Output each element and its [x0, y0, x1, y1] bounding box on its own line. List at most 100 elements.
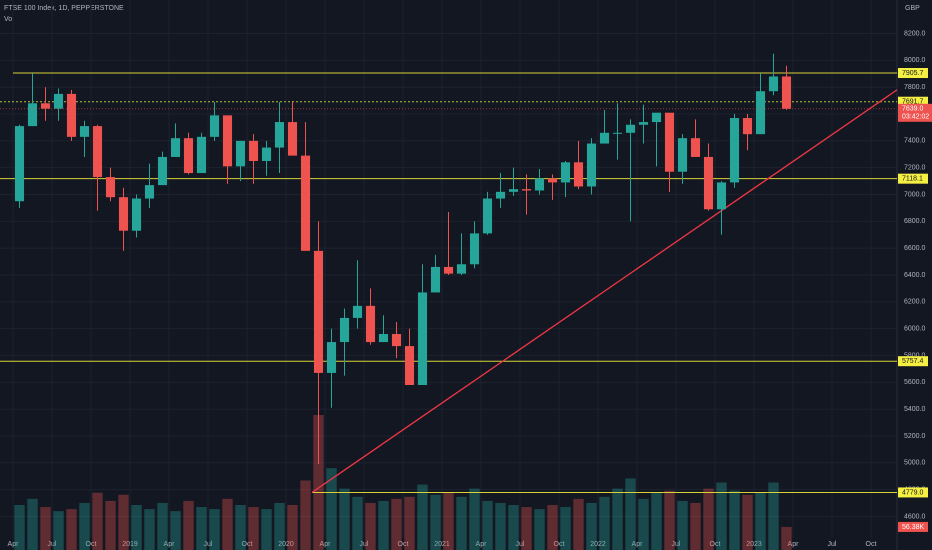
candle-body — [131, 198, 142, 231]
y-tick-label: 6400.0 — [904, 272, 926, 279]
x-tick-label: Oct — [710, 541, 721, 548]
candle-body — [79, 126, 90, 137]
candle-body — [664, 112, 675, 172]
x-tick-label: 2023 — [746, 541, 762, 548]
volume-bar — [53, 511, 64, 550]
candle-body — [482, 198, 493, 234]
candle-body — [235, 140, 246, 167]
candle-body — [573, 162, 584, 187]
volume-bar — [508, 505, 519, 550]
x-tick-label: Oct — [86, 541, 97, 548]
volume-bar — [313, 415, 324, 550]
volume-bar — [690, 502, 701, 550]
y-tick-label: 6200.0 — [904, 299, 926, 306]
candle-body — [144, 185, 155, 199]
candle-body — [339, 317, 350, 343]
candle-body — [586, 143, 597, 187]
volume-bar — [300, 480, 311, 550]
candle-body — [417, 292, 428, 385]
volume-bar — [417, 484, 428, 550]
volume-bar — [339, 488, 350, 550]
x-tick-label: 2020 — [278, 541, 294, 548]
candle-body — [391, 334, 402, 347]
candle-body — [560, 162, 571, 183]
volume-bar — [469, 488, 480, 550]
candle-body — [404, 346, 415, 385]
candle-body — [170, 138, 181, 157]
volume-bar — [14, 505, 25, 550]
volume-title: Vol — [4, 16, 14, 23]
countdown: 03:42:02 — [902, 114, 929, 121]
level-label: 7118.1 — [902, 176, 923, 183]
candle-body — [638, 122, 649, 125]
candle-body — [508, 189, 519, 192]
candle-body — [781, 76, 792, 109]
level-label: 5757.4 — [902, 358, 924, 365]
candle-body — [430, 266, 441, 293]
candle-body — [495, 191, 506, 199]
volume-bar — [456, 496, 467, 550]
y-tick-label: 6600.0 — [904, 245, 926, 252]
candle-body — [118, 197, 129, 231]
volume-bar — [105, 500, 116, 550]
x-tick-label: Jul — [516, 541, 525, 548]
y-tick-label: 7200.0 — [904, 165, 926, 172]
volume-bar — [404, 496, 415, 550]
candle-body — [157, 156, 168, 186]
volume-bar — [742, 494, 753, 550]
volume-bar — [222, 498, 233, 550]
volume-bar — [248, 507, 259, 550]
volume-bar — [352, 496, 363, 550]
volume-bar — [326, 468, 337, 550]
volume-bar — [781, 526, 792, 550]
volume-bar — [703, 488, 714, 550]
volume-bar — [118, 494, 129, 550]
level-label-bg — [898, 96, 928, 107]
x-tick-label: 2021 — [434, 541, 450, 548]
y-tick-label: 7400.0 — [904, 138, 926, 145]
y-tick-label: 8000.0 — [904, 57, 926, 64]
candle-body — [209, 115, 220, 137]
candle-body — [703, 156, 714, 210]
x-tick-label: Oct — [242, 541, 253, 548]
level-label-bg — [898, 487, 928, 498]
x-tick-label: Jul — [672, 541, 681, 548]
volume-bar — [183, 500, 194, 550]
volume-bar — [768, 482, 779, 550]
last-price-bg — [898, 103, 932, 122]
currency: GBP — [905, 5, 920, 12]
candle-body — [300, 155, 311, 251]
volume-bar — [79, 502, 90, 550]
x-tick-label: Apr — [8, 541, 20, 548]
volume-bar — [365, 502, 376, 550]
level-label: 4779.0 — [902, 489, 924, 496]
volume-bar — [443, 492, 454, 550]
y-tick-label: 5400.0 — [904, 406, 926, 413]
x-tick-label: Jul — [48, 541, 57, 548]
x-tick-label: Jul — [360, 541, 369, 548]
volume-bar — [638, 498, 649, 550]
volume-bar — [534, 509, 545, 550]
candle-body — [248, 140, 259, 161]
last-price-label: 7639.0 — [902, 106, 924, 113]
candle-body — [547, 178, 558, 183]
candle-body — [651, 112, 662, 123]
x-tick-label: Oct — [398, 541, 409, 548]
candle-body — [521, 189, 532, 191]
volume-bar — [586, 502, 597, 550]
volume-bar — [755, 492, 766, 550]
x-tick-label: Apr — [164, 541, 176, 548]
volume-bar — [131, 505, 142, 550]
x-tick-label: Oct — [866, 541, 877, 548]
level-label-bg — [898, 68, 928, 79]
x-tick-label: Apr — [788, 541, 800, 548]
candle-body — [742, 118, 753, 135]
volume-bar — [235, 505, 246, 550]
candle-body — [625, 124, 636, 133]
candle-body — [599, 132, 610, 144]
candle-body — [378, 334, 389, 343]
chart-title: FTSE 100 Index, 1D, PEPPERSTONE — [4, 5, 124, 12]
y-tick-label: 4600.0 — [904, 513, 926, 520]
candle-body — [352, 305, 363, 318]
